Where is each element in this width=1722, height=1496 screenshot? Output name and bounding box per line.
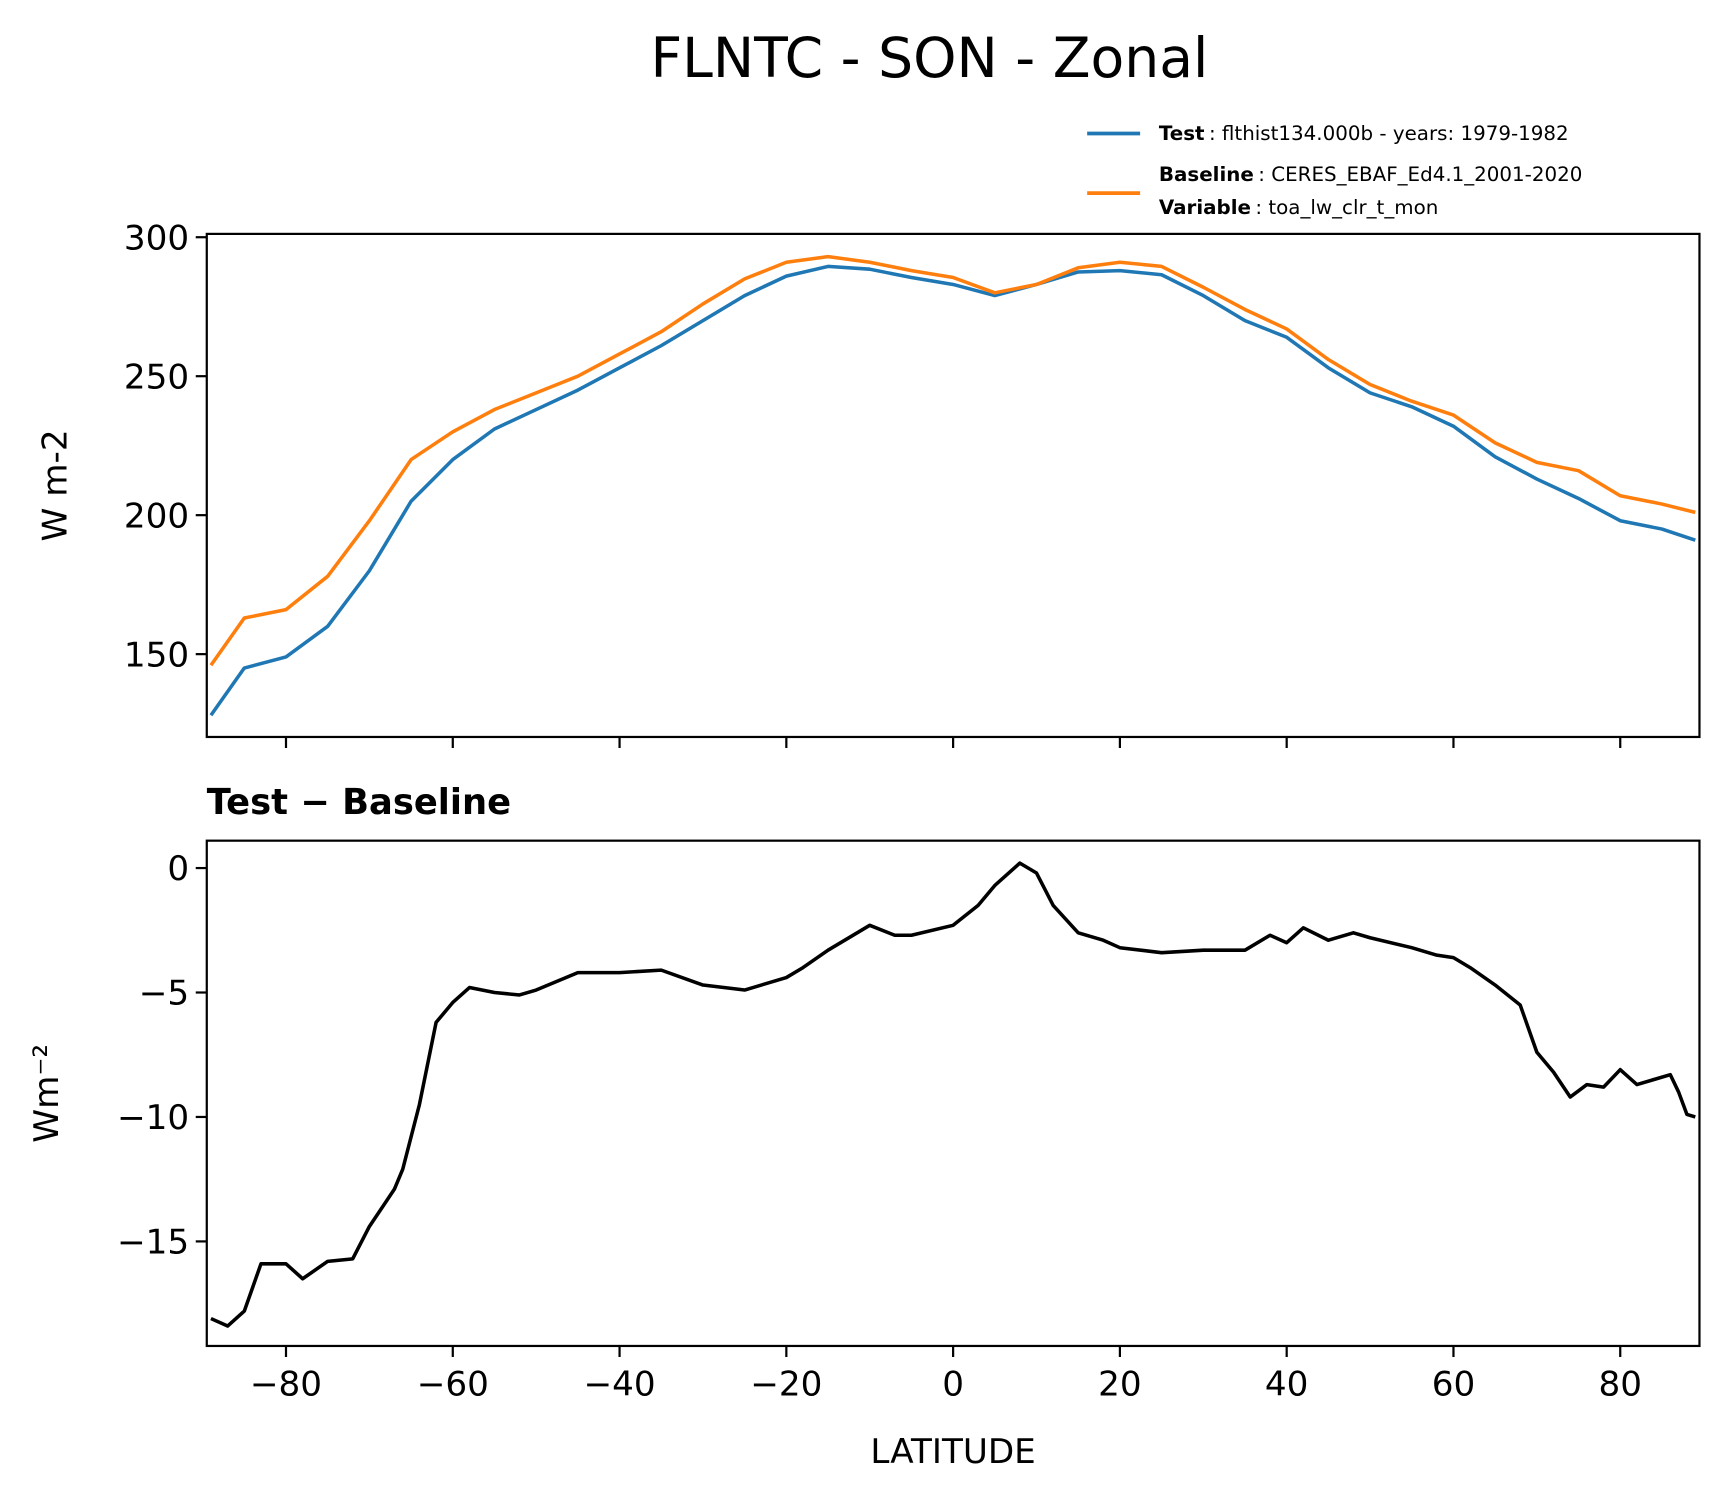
axes-frame bbox=[205, 232, 1701, 739]
y-tick-label: 0 bbox=[167, 849, 189, 889]
legend-text: : CERES_EBAF_Ed4.1_2001-2020 bbox=[1258, 163, 1582, 186]
legend-text: : flthist134.000b - years: 1979-1982 bbox=[1209, 122, 1569, 145]
x-tick-label: 80 bbox=[1598, 1365, 1642, 1405]
x-tick-label: −60 bbox=[417, 1365, 489, 1405]
y-tick-label: −15 bbox=[117, 1223, 189, 1263]
x-tick-label: −20 bbox=[750, 1365, 822, 1405]
legend-entry: Test: flthist134.000b - years: 1979-1982 bbox=[1159, 122, 1569, 145]
line bbox=[210, 861, 1696, 1328]
y-axis-label: Wm⁻² bbox=[27, 1044, 67, 1143]
plot-area bbox=[210, 861, 1696, 1328]
legend-entry: Variable: toa_lw_clr_t_mon bbox=[1159, 196, 1438, 219]
line bbox=[209, 264, 1696, 717]
x-tick-label: 20 bbox=[1098, 1365, 1142, 1405]
y-tick-label: 150 bbox=[124, 635, 189, 675]
subplot-title: Test − Baseline bbox=[207, 782, 511, 823]
legend-name: Variable bbox=[1159, 196, 1251, 219]
x-tick-label: 0 bbox=[942, 1365, 964, 1405]
axes-frame bbox=[205, 839, 1701, 1348]
figure-title: FLNTC - SON - Zonal bbox=[650, 27, 1208, 91]
plot-area bbox=[209, 254, 1696, 717]
x-axis-label: LATITUDE bbox=[870, 1432, 1035, 1472]
y-tick-label: −10 bbox=[117, 1098, 189, 1138]
y-tick-label: −5 bbox=[139, 974, 189, 1014]
legend-text: : toa_lw_clr_t_mon bbox=[1255, 196, 1438, 219]
x-tick-label: 60 bbox=[1432, 1365, 1476, 1405]
x-tick-label: −40 bbox=[583, 1365, 655, 1405]
y-tick-label: 250 bbox=[124, 357, 189, 397]
y-tick-label: 300 bbox=[124, 218, 189, 258]
legend-name: Baseline bbox=[1159, 163, 1254, 186]
legend-name: Test bbox=[1159, 122, 1205, 145]
legend-entry: Baseline: CERES_EBAF_Ed4.1_2001-2020 bbox=[1159, 163, 1582, 186]
x-tick-label: 40 bbox=[1265, 1365, 1309, 1405]
line bbox=[209, 254, 1696, 667]
x-tick-label: −80 bbox=[250, 1365, 322, 1405]
y-axis-label: W m-2 bbox=[36, 429, 76, 541]
y-tick-label: 200 bbox=[124, 496, 189, 536]
